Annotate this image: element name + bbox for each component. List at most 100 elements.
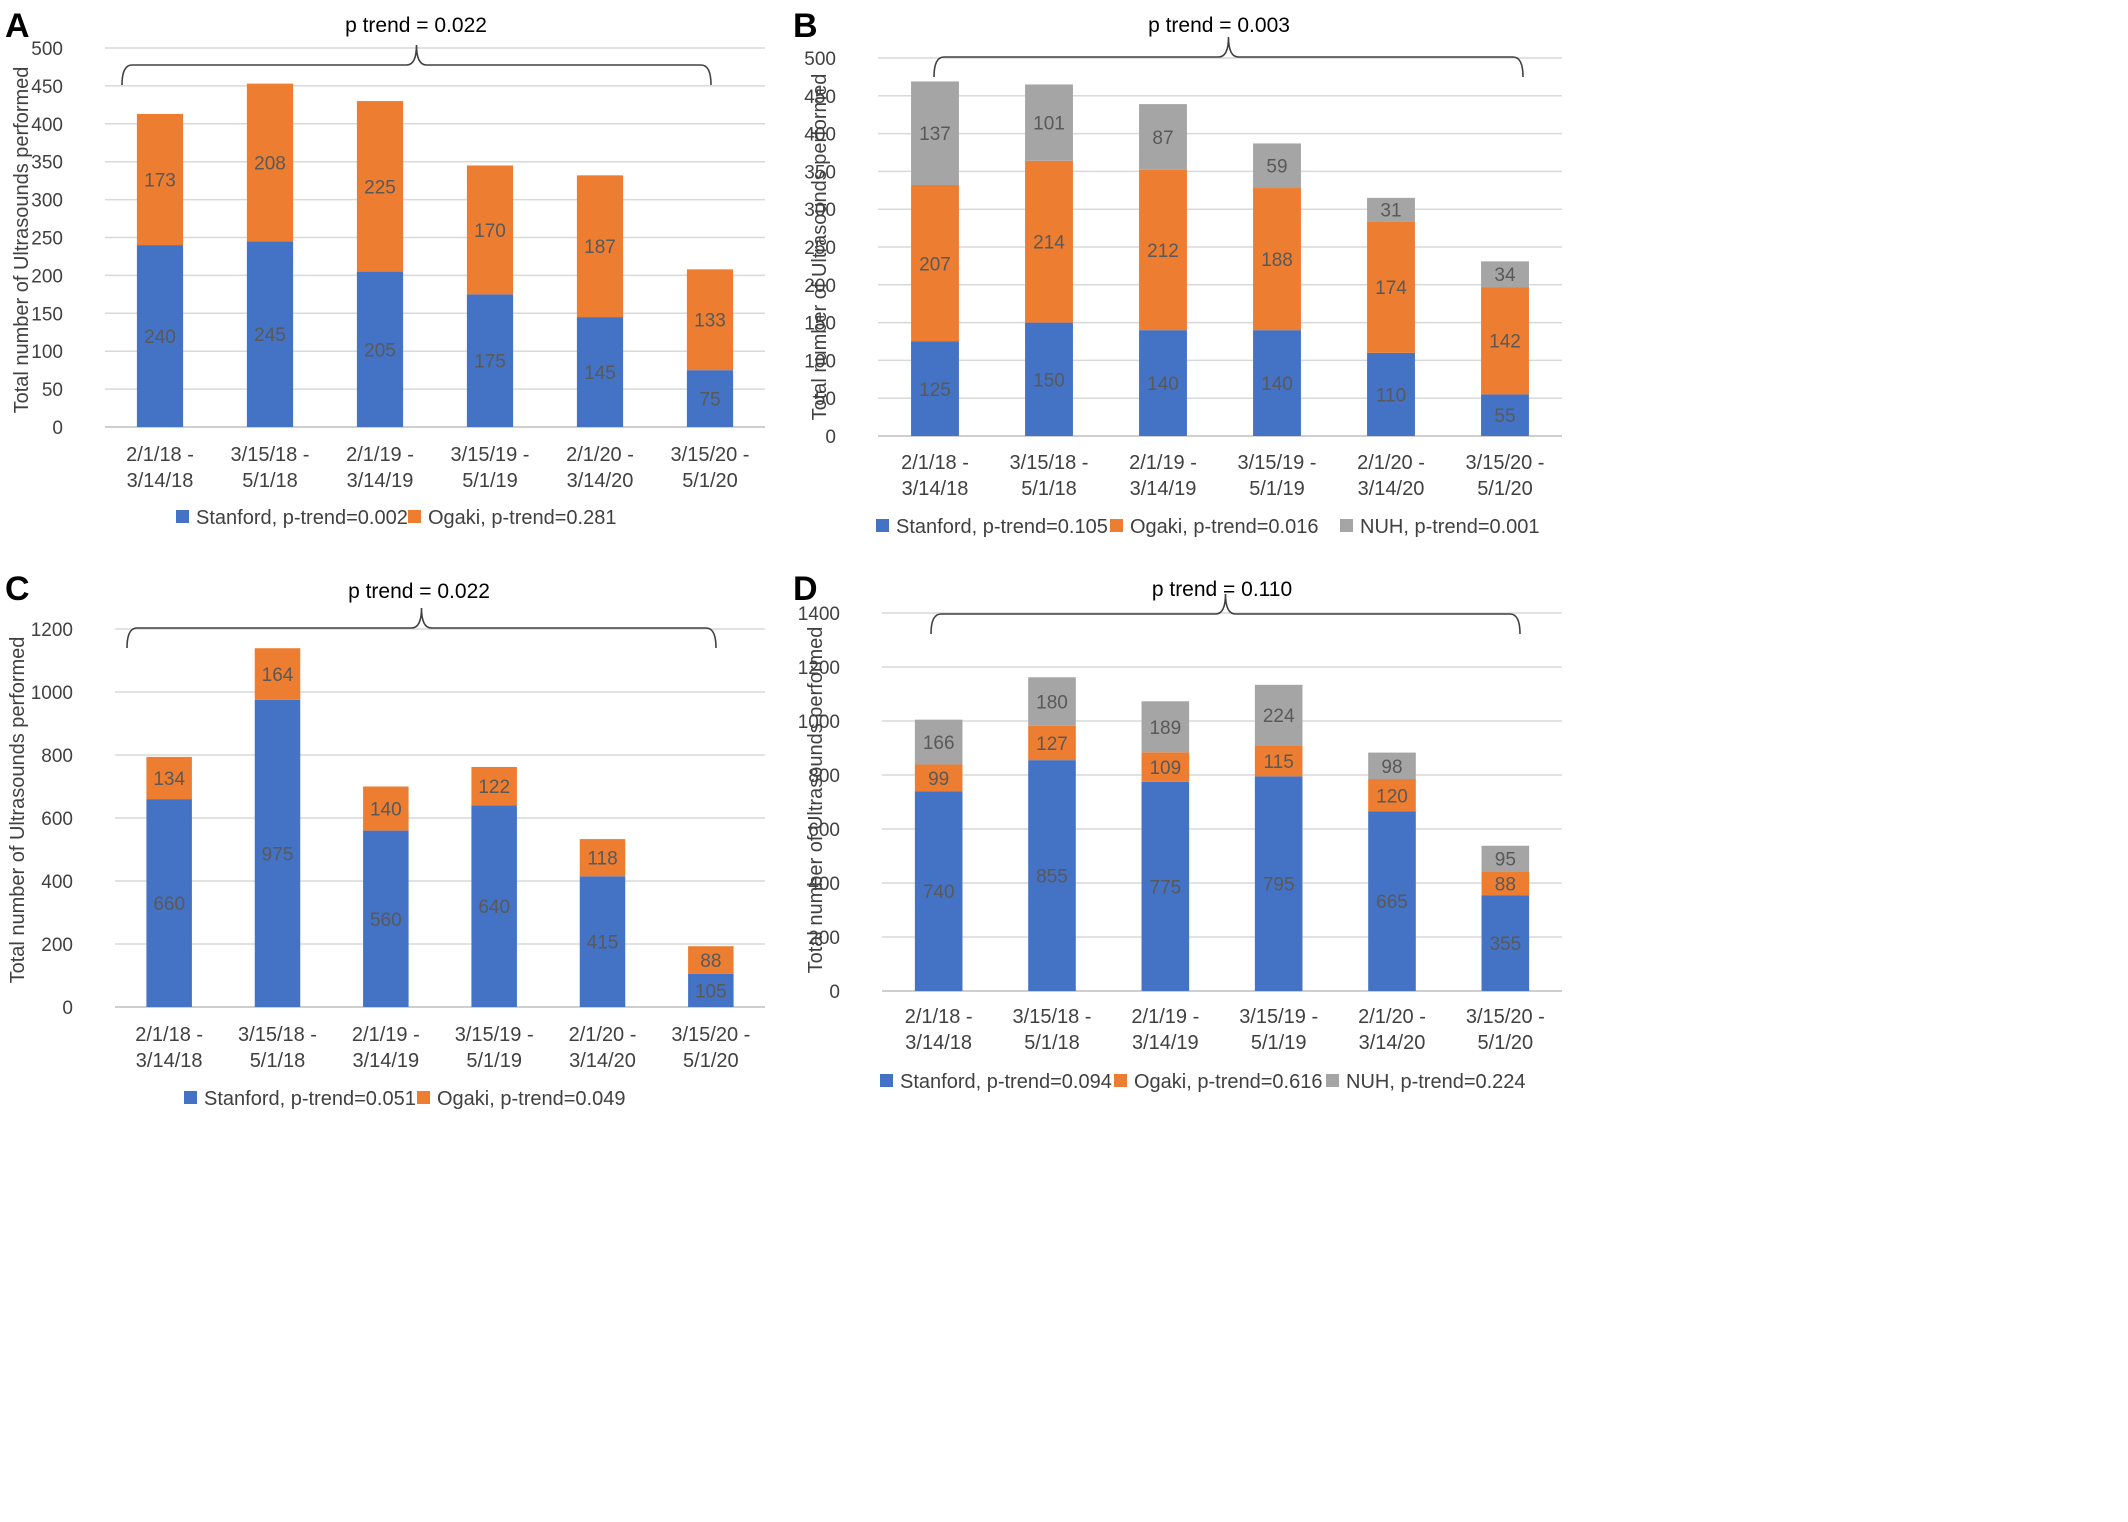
legend-label: Stanford, p-trend=0.051 — [204, 1088, 416, 1110]
y-tick-label: 250 — [804, 238, 836, 259]
y-tick-label: 1400 — [798, 604, 840, 625]
bar-ogaki — [246, 83, 294, 242]
x-tick-label: 3/15/18 - — [1013, 1006, 1092, 1028]
data-label: 59 — [1266, 157, 1287, 178]
bar-ogaki — [1028, 725, 1076, 761]
legend-label: Ogaki, p-trend=0.616 — [1134, 1071, 1322, 1093]
bar-stanford — [1367, 352, 1415, 436]
y-tick-label: 500 — [31, 39, 63, 60]
bar-ogaki — [579, 839, 626, 877]
data-label: 207 — [919, 254, 951, 275]
legend-swatch-ogaki — [408, 510, 421, 523]
y-tick-label: 600 — [41, 809, 73, 830]
y-tick-label: 450 — [31, 77, 63, 98]
legend-swatch-ogaki — [1114, 1074, 1127, 1087]
bar-ogaki — [1139, 169, 1187, 331]
x-tick-label: 5/1/19 — [1249, 478, 1305, 500]
data-label: 134 — [153, 769, 185, 790]
y-tick-label: 600 — [808, 820, 840, 841]
x-tick-label: 3/14/20 — [1359, 1032, 1426, 1054]
legend-label: NUH, p-trend=0.001 — [1360, 516, 1540, 538]
data-label: 105 — [695, 981, 727, 1002]
bar-nuh — [1139, 104, 1187, 170]
y-tick-label: 400 — [804, 125, 836, 146]
y-tick-label: 0 — [825, 427, 836, 448]
data-label: 188 — [1261, 250, 1293, 271]
data-label: 214 — [1033, 233, 1065, 254]
trend-bracket — [930, 593, 1521, 635]
x-tick-label: 3/14/18 — [136, 1050, 203, 1072]
x-tick-label: 5/1/18 — [250, 1050, 306, 1072]
data-label: 740 — [923, 882, 955, 903]
y-tick-label: 450 — [804, 87, 836, 108]
x-tick-label: 5/1/20 — [683, 1050, 739, 1072]
data-label: 640 — [478, 897, 510, 918]
data-label: 110 — [1376, 385, 1406, 406]
data-label: 87 — [1152, 128, 1173, 149]
y-tick-label: 100 — [31, 342, 63, 363]
data-label: 120 — [1376, 786, 1408, 807]
bar-nuh — [1367, 197, 1415, 222]
y-tick-label: 50 — [815, 389, 836, 410]
y-tick-label: 350 — [804, 162, 836, 183]
data-label: 145 — [584, 363, 616, 384]
bar-ogaki — [1025, 160, 1073, 323]
x-tick-label: 3/14/19 — [1132, 1032, 1199, 1054]
bar-stanford — [1481, 394, 1529, 436]
legend-swatch-nuh — [1326, 1074, 1339, 1087]
legend-swatch-stanford — [880, 1074, 893, 1087]
chart-panel-a: A 0 50 100 150 200 250 300 350 400 450 500 Total num… — [5, 7, 765, 529]
y-tick-label: 0 — [62, 998, 73, 1019]
x-tick-label: 3/15/20 - — [1466, 1006, 1545, 1028]
bar-stanford — [136, 245, 184, 427]
bar-stanford — [254, 699, 301, 1007]
y-tick-label: 200 — [804, 276, 836, 297]
legend-label: Stanford, p-trend=0.094 — [900, 1071, 1112, 1093]
x-tick-label: 3/15/19 - — [1239, 1006, 1318, 1028]
x-tick-label: 3/14/19 — [347, 470, 414, 492]
y-tick-label: 300 — [804, 200, 836, 221]
bar-stanford — [686, 370, 734, 427]
data-label: 205 — [364, 340, 396, 361]
x-tick-label: 3/15/20 - — [1466, 452, 1545, 474]
x-tick-label: 5/1/19 — [462, 470, 518, 492]
chart-panel-b: B 0 50 100 150 200 250 300 350 400 450 500 Total num… — [793, 7, 1562, 538]
x-tick-label: 3/14/20 — [569, 1050, 636, 1072]
y-tick-label: 0 — [52, 418, 63, 439]
y-tick-label: 200 — [808, 928, 840, 949]
x-tick-label: 3/15/19 - — [1238, 452, 1317, 474]
bar-stanford — [1481, 895, 1530, 991]
data-label: 133 — [694, 311, 726, 332]
y-axis-label: Total number of Ultrasounds performed — [11, 67, 33, 414]
bar-ogaki — [1367, 221, 1415, 353]
legend-swatch-stanford — [184, 1091, 197, 1104]
x-tick-label: 5/1/18 — [1021, 478, 1077, 500]
x-tick-label: 2/1/19 - — [1129, 452, 1197, 474]
data-label: 180 — [1036, 693, 1068, 714]
data-label: 170 — [474, 221, 506, 242]
x-tick-label: 2/1/20 - — [1358, 1006, 1426, 1028]
data-label: 795 — [1263, 875, 1295, 896]
data-label: 665 — [1376, 892, 1408, 913]
x-tick-label: 3/14/19 — [1130, 478, 1197, 500]
bar-stanford — [363, 830, 409, 1007]
data-label: 240 — [144, 327, 176, 348]
data-label: 34 — [1494, 265, 1516, 286]
trend-bracket — [121, 44, 712, 86]
bar-nuh — [1368, 752, 1416, 780]
bar-ogaki — [1481, 871, 1530, 896]
data-label: 164 — [262, 665, 294, 686]
x-tick-label: 2/1/18 - — [905, 1006, 973, 1028]
bar-stanford — [914, 791, 963, 991]
y-tick-label: 1200 — [798, 658, 840, 679]
data-label: 95 — [1495, 850, 1516, 871]
bar-ogaki — [363, 786, 409, 831]
x-tick-label: 2/1/19 - — [346, 444, 414, 466]
data-label: 187 — [584, 237, 616, 258]
data-label: 55 — [1494, 406, 1515, 427]
legend-swatch-nuh — [1340, 519, 1353, 532]
data-label: 109 — [1149, 758, 1181, 779]
bar-nuh — [1025, 84, 1073, 161]
data-label: 99 — [928, 769, 949, 790]
